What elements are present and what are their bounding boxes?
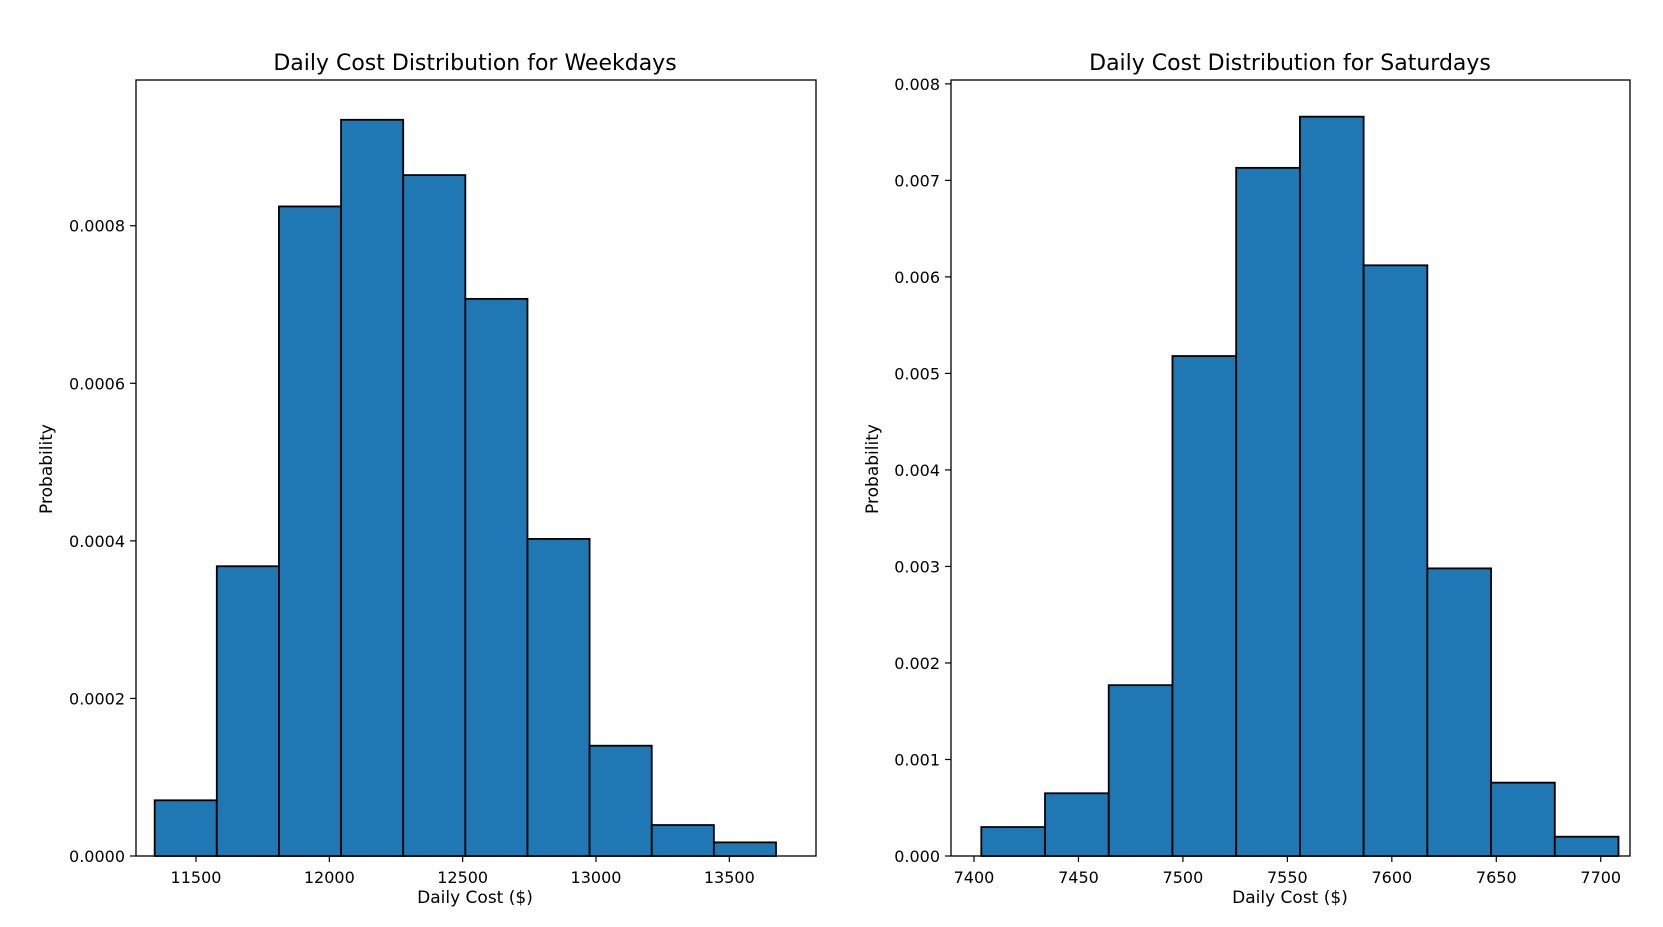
weekdays-x-tick-label: 12000 xyxy=(304,868,355,887)
weekdays-bar xyxy=(712,841,777,857)
weekdays-x-tick-label: 12500 xyxy=(437,868,488,887)
saturdays-bar xyxy=(1362,264,1429,857)
saturdays-bar xyxy=(1490,781,1556,857)
saturdays-x-tick-label: 7550 xyxy=(1267,868,1308,887)
weekdays-y-ticks: 0.0000 0.0002 0.0004 0.0006 0.0008 xyxy=(69,217,136,866)
saturdays-bar xyxy=(1299,115,1365,857)
saturdays-bars xyxy=(980,115,1620,857)
saturdays-y-tick-label: 0.001 xyxy=(894,750,940,769)
saturdays-chart-title: Daily Cost Distribution for Saturdays xyxy=(1089,51,1491,76)
weekdays-chart-title: Daily Cost Distribution for Weekdays xyxy=(273,51,676,76)
weekdays-bar xyxy=(402,174,467,857)
weekdays-y-tick-label: 0.0004 xyxy=(69,532,125,551)
weekdays-x-tick-label: 13000 xyxy=(571,868,622,887)
weekdays-bar xyxy=(153,799,218,857)
weekdays-histogram-panel: Daily Cost Distribution for Weekdays Dai… xyxy=(37,51,817,908)
weekdays-bar xyxy=(526,538,591,857)
saturdays-bar xyxy=(1107,684,1174,857)
weekdays-bar xyxy=(340,118,405,857)
saturdays-histogram-panel: Daily Cost Distribution for Saturdays Da… xyxy=(863,51,1631,908)
saturdays-bar xyxy=(1171,355,1238,857)
saturdays-x-tick-label: 7600 xyxy=(1371,868,1412,887)
weekdays-y-tick-label: 0.0002 xyxy=(69,689,125,708)
weekdays-x-axis-label: Daily Cost ($) xyxy=(417,888,533,908)
weekdays-bar xyxy=(650,824,715,857)
weekdays-y-tick-label: 0.0000 xyxy=(69,847,125,866)
saturdays-x-tick-label: 7650 xyxy=(1476,868,1517,887)
saturdays-bar xyxy=(1553,835,1620,857)
saturdays-y-tick-label: 0.002 xyxy=(894,654,940,673)
saturdays-y-axis-label: Probability xyxy=(863,424,883,514)
saturdays-y-tick-label: 0.007 xyxy=(894,171,940,190)
saturdays-x-tick-label: 7700 xyxy=(1580,868,1621,887)
weekdays-y-tick-label: 0.0008 xyxy=(69,217,125,236)
saturdays-x-tick-label: 7400 xyxy=(954,868,995,887)
saturdays-y-tick-label: 0.003 xyxy=(894,557,940,576)
weekdays-x-ticks: 11500 12000 12500 13000 13500 xyxy=(171,856,755,887)
saturdays-x-tick-label: 7450 xyxy=(1058,868,1099,887)
weekdays-y-axis-label: Probability xyxy=(37,424,57,514)
weekdays-bars xyxy=(153,118,777,857)
saturdays-bar xyxy=(1235,166,1301,857)
saturdays-plot-frame xyxy=(950,79,1631,857)
weekdays-plot-frame xyxy=(135,79,817,857)
weekdays-bar xyxy=(588,744,653,857)
weekdays-x-tick-label: 11500 xyxy=(171,868,222,887)
saturdays-y-tick-label: 0.005 xyxy=(894,364,940,383)
weekdays-bar xyxy=(215,565,280,857)
saturdays-bar xyxy=(980,826,1046,857)
saturdays-bar xyxy=(1426,567,1492,857)
saturdays-bar xyxy=(1044,792,1110,857)
weekdays-bar xyxy=(464,297,529,857)
saturdays-y-tick-label: 0.004 xyxy=(894,461,940,480)
weekdays-bar xyxy=(278,205,342,857)
saturdays-y-tick-label: 0.008 xyxy=(894,75,940,94)
saturdays-y-tick-label: 0.000 xyxy=(894,847,940,866)
saturdays-x-axis-label: Daily Cost ($) xyxy=(1232,888,1348,908)
saturdays-y-ticks: 0.000 0.001 0.002 0.003 0.004 0.005 0.006 0.007… xyxy=(894,75,951,866)
weekdays-x-tick-label: 13500 xyxy=(704,868,755,887)
saturdays-x-ticks: 7400 7450 7500 7550 7600 7650 7700 xyxy=(954,856,1621,887)
saturdays-x-tick-label: 7500 xyxy=(1163,868,1204,887)
weekdays-y-tick-label: 0.0006 xyxy=(69,374,125,393)
saturdays-y-tick-label: 0.006 xyxy=(894,268,940,287)
